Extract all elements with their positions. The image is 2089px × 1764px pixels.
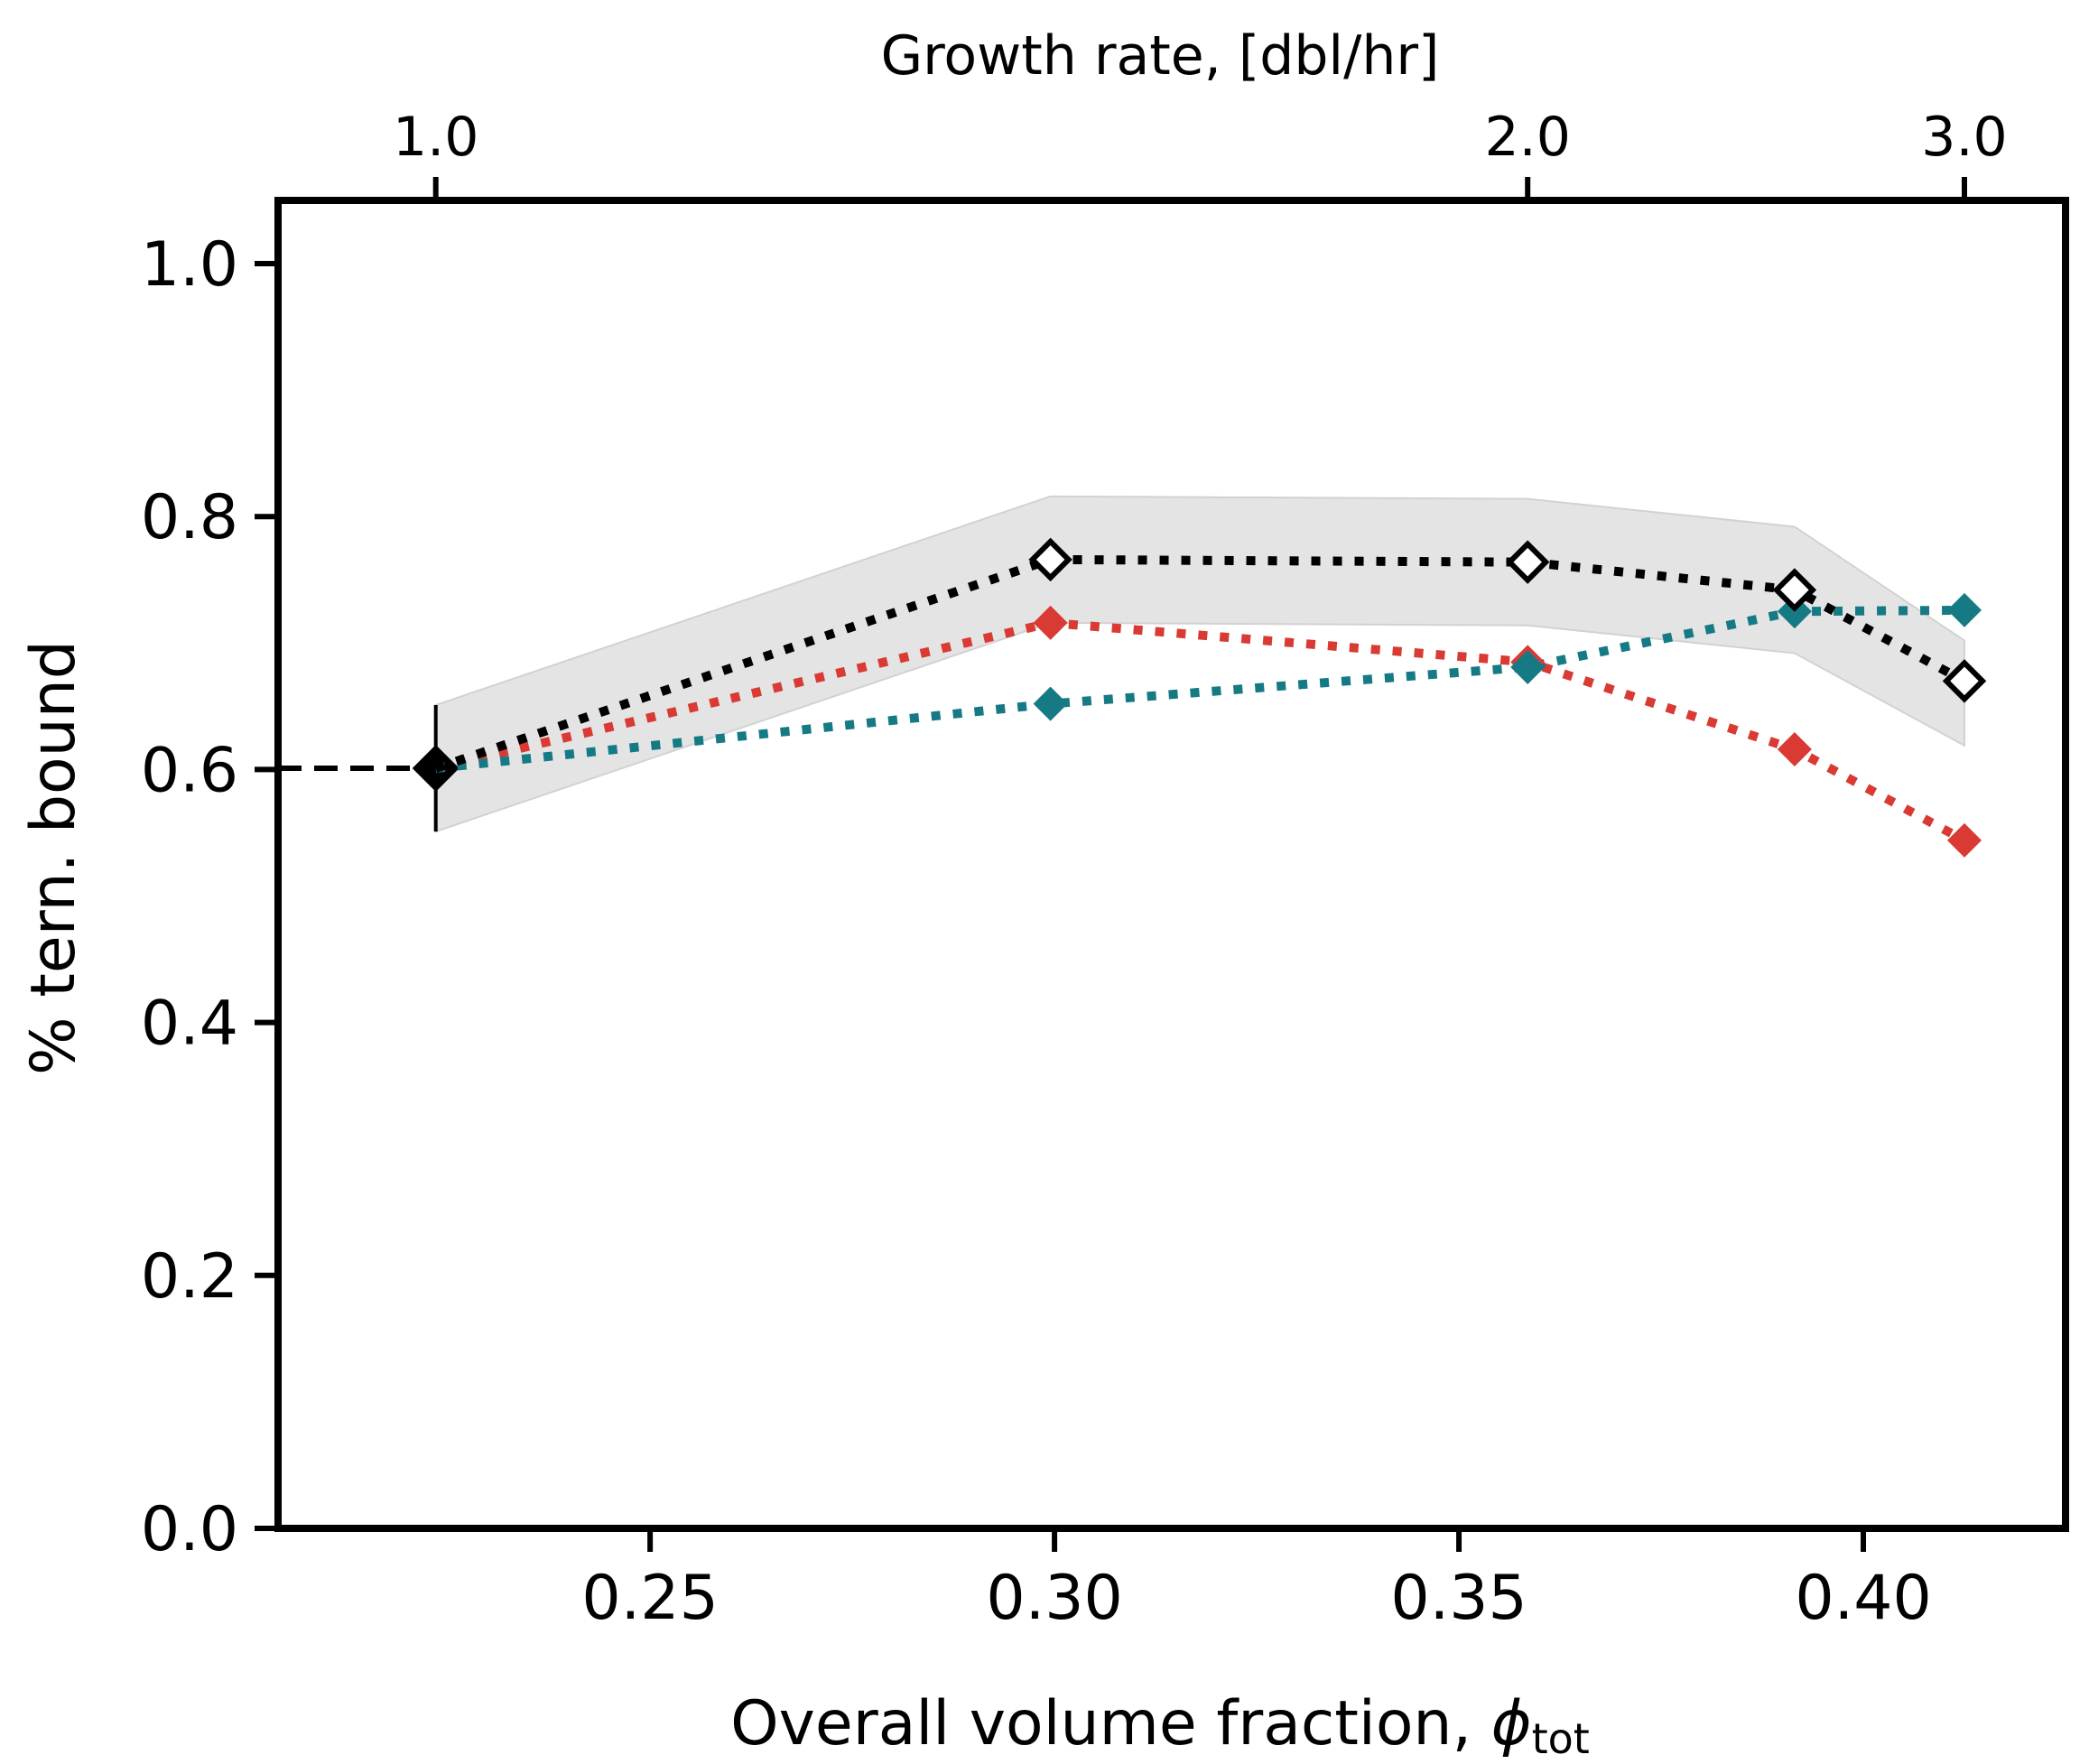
top-axis-title: Growth rate, [dbl/hr] xyxy=(881,24,1440,88)
y-tick-label: 1.0 xyxy=(141,229,238,301)
y-tick-label: 0.0 xyxy=(141,1494,238,1565)
top-tick-label: 2.0 xyxy=(1484,106,1570,169)
x-axis-title: Overall volume fraction, ϕtot xyxy=(730,1688,1590,1763)
x-axis-title-text: Overall volume fraction, xyxy=(730,1688,1491,1759)
x-axis-title-subscript: tot xyxy=(1532,1714,1590,1763)
left-axis-ticks: 0.0 0.2 0.4 0.6 0.8 1.0 xyxy=(141,229,278,1565)
series-layer xyxy=(434,537,1987,858)
y-tick-label: 0.2 xyxy=(141,1241,238,1313)
x-axis-title-symbol: ϕ xyxy=(1491,1688,1532,1759)
reference-layer xyxy=(278,704,460,832)
y-axis-title: % tern. bound xyxy=(18,640,89,1075)
y-tick-label: 0.8 xyxy=(141,482,238,553)
y-tick-label: 0.6 xyxy=(141,735,238,806)
series-0-point xyxy=(1033,605,1068,640)
confidence-band xyxy=(434,495,1966,833)
series-2-point xyxy=(1505,540,1550,584)
x-tick-label: 0.25 xyxy=(581,1563,718,1634)
series-0-point xyxy=(1777,732,1812,767)
series-2-point xyxy=(1942,659,1987,703)
top-axis-ticks: 1.0 2.0 3.0 xyxy=(393,106,2008,200)
x-tick-label: 0.40 xyxy=(1795,1563,1931,1634)
confidence-band-layer xyxy=(434,495,1966,833)
top-tick-label: 1.0 xyxy=(393,106,478,169)
x-tick-label: 0.30 xyxy=(986,1563,1122,1634)
series-0-point xyxy=(1947,822,1982,858)
plot-frame xyxy=(274,197,2069,1532)
series-2-point xyxy=(1772,568,1817,612)
series-1-point xyxy=(1033,686,1068,721)
x-tick-label: 0.35 xyxy=(1390,1563,1527,1634)
bottom-axis-ticks: 0.25 0.30 0.35 0.40 xyxy=(581,1528,1932,1634)
series-2-line xyxy=(434,554,1967,773)
series-1-point xyxy=(1947,592,1982,627)
series-1-line xyxy=(435,605,1965,774)
top-tick-label: 3.0 xyxy=(1921,106,2007,169)
series-1-point xyxy=(1510,649,1546,684)
y-tick-label: 0.4 xyxy=(141,989,238,1060)
series-2-point xyxy=(1028,537,1072,582)
